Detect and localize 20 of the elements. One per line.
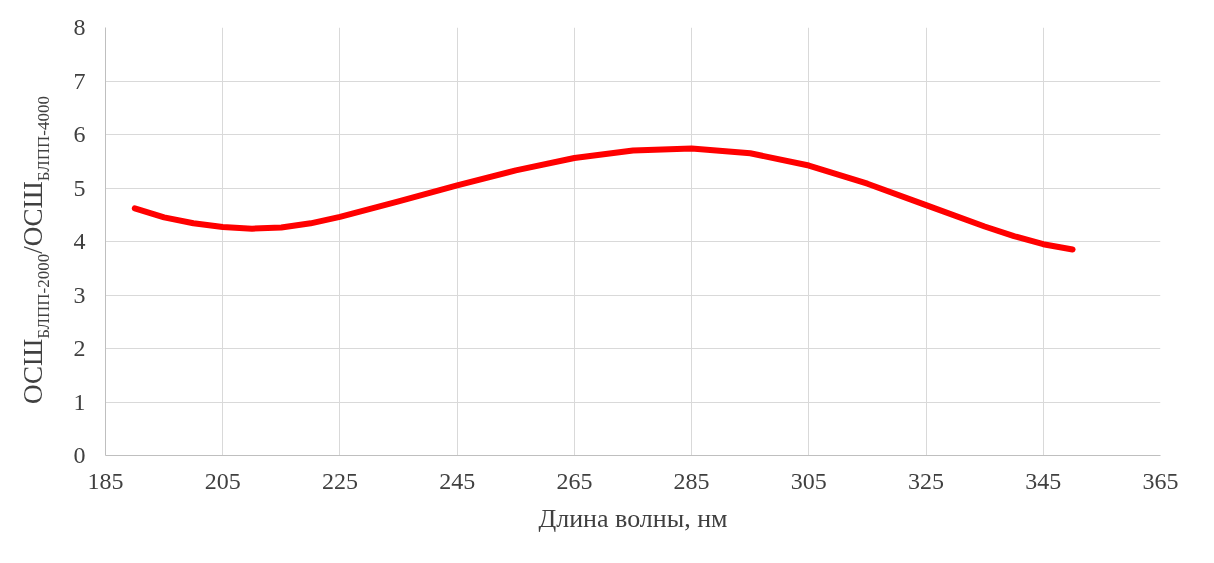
y-tick-label: 0 xyxy=(73,442,86,468)
x-axis-title: Длина волны, нм xyxy=(538,503,728,533)
x-tick-label: 205 xyxy=(204,467,241,494)
y-tick-label: 3 xyxy=(73,281,86,308)
x-tick-label: 285 xyxy=(673,467,710,494)
y-tick-label: 5 xyxy=(73,174,86,201)
x-tick-label: 265 xyxy=(556,467,593,494)
y-tick-label: 7 xyxy=(73,67,86,94)
x-tick-label: 225 xyxy=(321,467,358,494)
x-tick-label: 245 xyxy=(439,467,476,494)
x-tick-label: 185 xyxy=(87,467,124,494)
y-tick-label: 4 xyxy=(73,228,86,254)
y-tick-label: 2 xyxy=(73,335,86,361)
y-tick-label: 6 xyxy=(73,121,86,147)
x-tick-label: 345 xyxy=(1025,467,1062,494)
y-tick-label: 1 xyxy=(73,388,86,415)
x-tick-label: 305 xyxy=(790,467,827,494)
x-tick-label: 365 xyxy=(1142,467,1179,494)
y-tick-label: 8 xyxy=(73,14,86,40)
x-tick-label: 325 xyxy=(908,467,945,494)
